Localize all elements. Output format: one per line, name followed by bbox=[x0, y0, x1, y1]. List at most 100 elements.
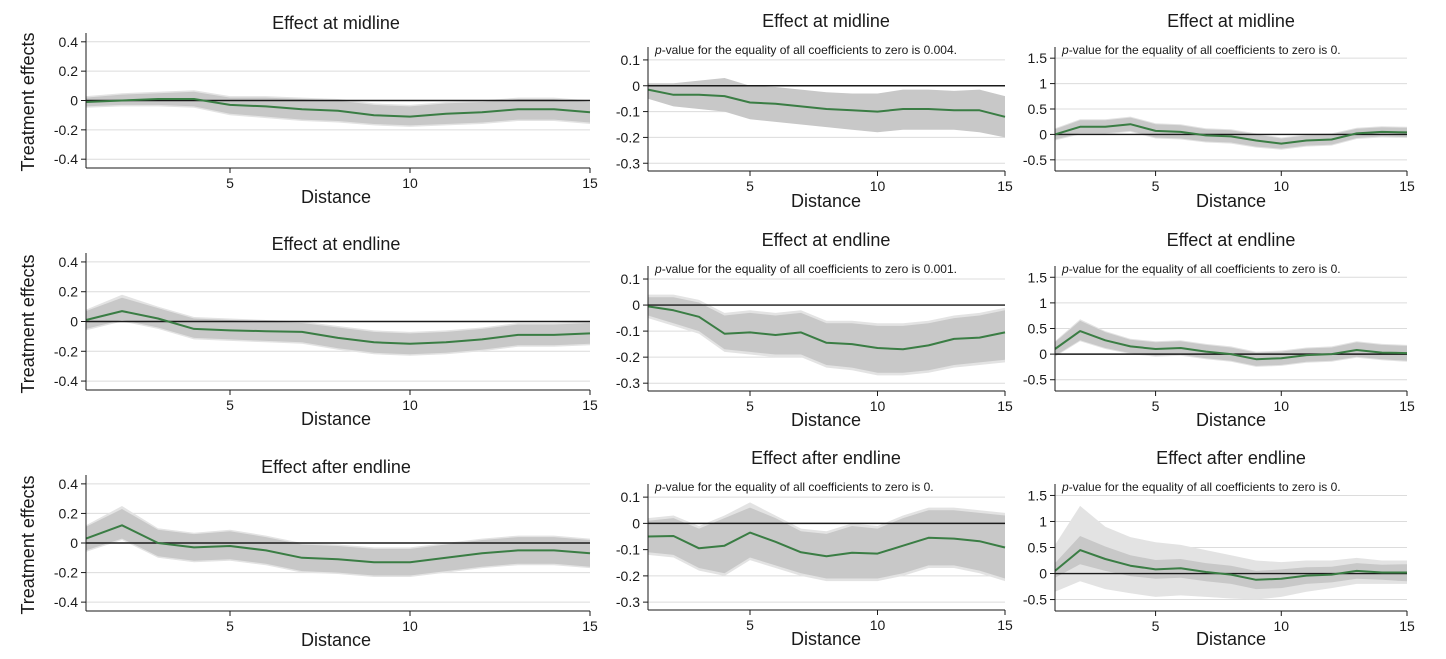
panel-after-endline-distance: Effect after endline p-value for the equ… bbox=[616, 448, 1013, 649]
x-tick-label: 10 bbox=[402, 397, 418, 413]
confidence-band-inner bbox=[648, 297, 1005, 373]
y-tick-label: -0.1 bbox=[616, 104, 640, 120]
y-tick-label: -0.3 bbox=[616, 594, 640, 610]
y-axis-label: Treatment effects bbox=[18, 475, 38, 614]
x-tick-label: 5 bbox=[226, 618, 234, 634]
series-line bbox=[85, 310, 591, 345]
y-tick-label: -0.5 bbox=[1023, 372, 1047, 388]
confidence-band-inner bbox=[648, 78, 1005, 138]
panel-endline-distance: Effect at endline p-value for the equali… bbox=[616, 230, 1013, 430]
pvalue-note-text: -value for the equality of all coefficie… bbox=[1069, 262, 1341, 276]
x-tick-label: 15 bbox=[582, 175, 598, 191]
x-axis-label: Distance bbox=[301, 187, 371, 207]
chart-title: Effect at endline bbox=[762, 230, 891, 250]
panel-midline-distance: Effect at midline p-value for the equali… bbox=[616, 11, 1013, 211]
y-tick-label: 0.5 bbox=[1028, 321, 1048, 337]
x-tick-label: 15 bbox=[997, 617, 1013, 633]
y-tick-label: 1 bbox=[1039, 76, 1047, 92]
x-axis-label: Distance bbox=[301, 409, 371, 429]
pvalue-note-text: -value for the equality of all coefficie… bbox=[1069, 43, 1341, 57]
y-tick-label: 1.5 bbox=[1028, 269, 1048, 285]
pvalue-note: p-value for the equality of all coeffici… bbox=[654, 262, 957, 276]
pvalue-note: p-value for the equality of all coeffici… bbox=[654, 43, 957, 57]
pvalue-note: p-value for the equality of all coeffici… bbox=[654, 480, 934, 494]
y-tick-label: -0.4 bbox=[54, 373, 78, 389]
pvalue-note-text: -value for the equality of all coefficie… bbox=[1069, 480, 1341, 494]
chart-title: Effect at midline bbox=[272, 13, 400, 33]
x-tick-label: 15 bbox=[1399, 398, 1415, 414]
x-tick-label: 10 bbox=[402, 175, 418, 191]
x-tick-label: 10 bbox=[1273, 618, 1289, 634]
pvalue-note-prefix: p bbox=[1061, 43, 1069, 57]
y-tick-label: 0 bbox=[632, 78, 640, 94]
x-tick-label: 10 bbox=[1273, 178, 1289, 194]
panel-midline-large-scale: Effect at midline p-value for the equali… bbox=[1023, 11, 1415, 211]
confidence-band-inner bbox=[86, 509, 590, 576]
confidence-band-inner bbox=[1055, 320, 1407, 366]
pvalue-note-prefix: p bbox=[654, 480, 662, 494]
x-tick-label: 15 bbox=[997, 398, 1013, 414]
chart-title: Effect at midline bbox=[762, 11, 890, 31]
y-tick-label: -0.1 bbox=[616, 323, 640, 339]
x-tick-label: 15 bbox=[582, 618, 598, 634]
y-tick-label: -0.5 bbox=[1023, 592, 1047, 608]
x-tick-label: 10 bbox=[870, 178, 886, 194]
x-tick-label: 10 bbox=[402, 618, 418, 634]
y-tick-label: -0.2 bbox=[54, 565, 78, 581]
x-tick-label: 5 bbox=[1152, 178, 1160, 194]
series-line bbox=[1054, 330, 1408, 361]
x-axis-label: Distance bbox=[1196, 629, 1266, 649]
x-tick-label: 5 bbox=[226, 175, 234, 191]
x-tick-label: 15 bbox=[1399, 618, 1415, 634]
x-axis-label: Distance bbox=[301, 630, 371, 650]
x-tick-label: 15 bbox=[1399, 178, 1415, 194]
y-tick-label: -0.4 bbox=[54, 151, 78, 167]
series-line bbox=[85, 98, 591, 118]
panel-midline-pooled: Effect at midline Treatment effects Dist… bbox=[18, 13, 598, 207]
chart-title: Effect at endline bbox=[1167, 230, 1296, 250]
y-tick-label: 0.1 bbox=[621, 489, 641, 505]
y-tick-label: 1 bbox=[1039, 295, 1047, 311]
pvalue-note-prefix: p bbox=[654, 43, 662, 57]
y-tick-label: -0.1 bbox=[616, 542, 640, 558]
pvalue-note: p-value for the equality of all coeffici… bbox=[1061, 43, 1341, 57]
y-tick-label: 0.5 bbox=[1028, 540, 1048, 556]
x-axis-label: Distance bbox=[791, 191, 861, 211]
x-tick-label: 5 bbox=[746, 178, 754, 194]
series-line bbox=[647, 88, 1006, 118]
x-tick-label: 5 bbox=[226, 397, 234, 413]
y-tick-label: -0.2 bbox=[616, 129, 640, 145]
x-tick-label: 15 bbox=[582, 397, 598, 413]
panel-after-endline-large-scale: Effect after endline p-value for the equ… bbox=[1023, 448, 1415, 649]
chart-title: Effect after endline bbox=[261, 457, 411, 477]
y-tick-label: 0.4 bbox=[59, 254, 79, 270]
pvalue-note-text: -value for the equality of all coefficie… bbox=[662, 262, 957, 276]
y-tick-label: 0 bbox=[1039, 566, 1047, 582]
y-tick-label: 1 bbox=[1039, 513, 1047, 529]
y-tick-label: -0.3 bbox=[616, 155, 640, 171]
y-tick-label: -0.2 bbox=[54, 343, 78, 359]
series-line bbox=[1054, 549, 1407, 581]
y-tick-label: 0 bbox=[632, 515, 640, 531]
y-tick-label: 1.5 bbox=[1028, 487, 1048, 503]
x-axis-label: Distance bbox=[791, 410, 861, 430]
y-tick-label: -0.5 bbox=[1023, 152, 1047, 168]
x-tick-label: 10 bbox=[1273, 398, 1289, 414]
y-axis-label: Treatment effects bbox=[18, 254, 38, 393]
y-tick-label: -0.4 bbox=[54, 594, 78, 610]
y-tick-label: 0 bbox=[70, 314, 78, 330]
series-line bbox=[647, 305, 1006, 351]
pvalue-note-text: -value for the equality of all coefficie… bbox=[662, 480, 934, 494]
y-tick-label: 0 bbox=[1039, 346, 1047, 362]
x-tick-label: 10 bbox=[870, 398, 886, 414]
pvalue-note: p-value for the equality of all coeffici… bbox=[1061, 262, 1341, 276]
series-line bbox=[647, 531, 1006, 558]
y-tick-label: 0.5 bbox=[1028, 101, 1048, 117]
panel-after-endline-pooled: Effect after endline Treatment effects D… bbox=[18, 457, 598, 650]
y-tick-label: 0 bbox=[70, 535, 78, 551]
pvalue-note: p-value for the equality of all coeffici… bbox=[1061, 480, 1341, 494]
pvalue-note-text: -value for the equality of all coefficie… bbox=[662, 43, 957, 57]
series-line bbox=[85, 524, 591, 564]
y-tick-label: -0.2 bbox=[54, 122, 78, 138]
